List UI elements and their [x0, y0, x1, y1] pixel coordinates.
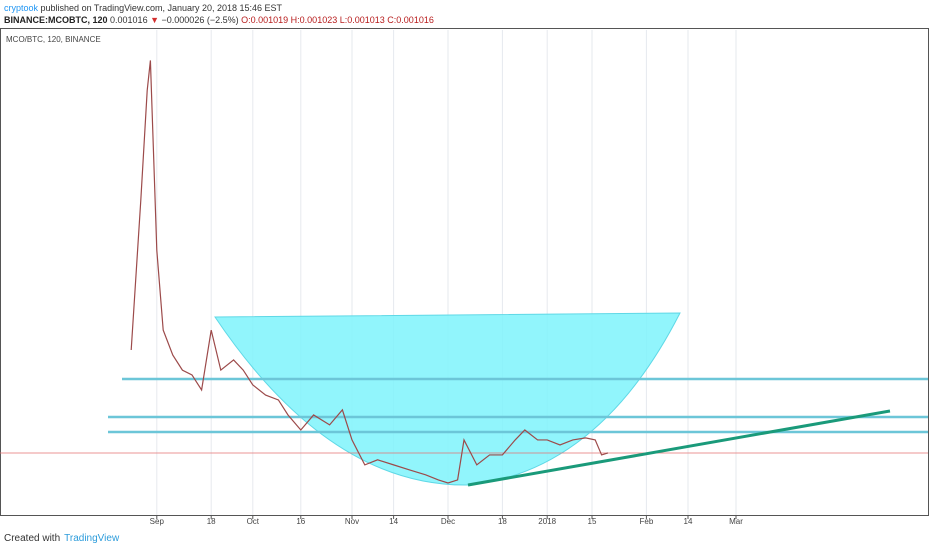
x-tick-label: 18 [207, 517, 216, 526]
x-tick-label: 14 [389, 517, 398, 526]
open: O:0.001019 [241, 15, 289, 25]
down-arrow: ▼ [150, 15, 160, 25]
x-tick-label: 16 [296, 517, 305, 526]
low: L:0.001013 [339, 15, 385, 25]
series-label: MCO/BTC, 120, BINANCE [6, 35, 101, 44]
high: H:0.001023 [290, 15, 338, 25]
close: C:0.001016 [387, 15, 434, 25]
symbol: BINANCE:MCOBTC, 120 [4, 15, 108, 25]
trend-line [467, 409, 891, 487]
created-with: Created with [4, 533, 61, 544]
x-tick-label: Nov [345, 517, 359, 526]
author[interactable]: cryptook [4, 3, 39, 13]
x-tick-label: 2018 [538, 517, 556, 526]
plot [130, 60, 609, 484]
header: cryptook published on TradingView.com, J… [4, 2, 434, 26]
last: 0.001016 [110, 15, 148, 25]
x-axis: Sep 18 Oct 16 Nov 14 Dec 18 2018 15 Feb 14 Mar [150, 515, 743, 526]
x-tick-label: 15 [588, 517, 597, 526]
plot-frame [0, 28, 929, 516]
footer: Created with TradingView [4, 533, 119, 544]
x-tick-label: Feb [640, 517, 654, 526]
published: published on TradingView.com, January 20… [40, 3, 283, 13]
x-tick-label: Sep [150, 517, 165, 526]
change: −0.000026 (−2.5%) [161, 15, 239, 25]
price-line-series [130, 60, 609, 484]
x-tick-label: Oct [247, 517, 260, 526]
x-tick-label: 14 [684, 517, 693, 526]
chart: MCO/BTC, 120, BINANCE Sep 18 Oct 16 Nov 14 Dec… [0, 28, 929, 526]
x-tick-label: Mar [729, 517, 743, 526]
brand[interactable]: TradingView [64, 533, 120, 544]
x-tick-label: Dec [441, 517, 455, 526]
x-tick-label: 18 [498, 517, 507, 526]
